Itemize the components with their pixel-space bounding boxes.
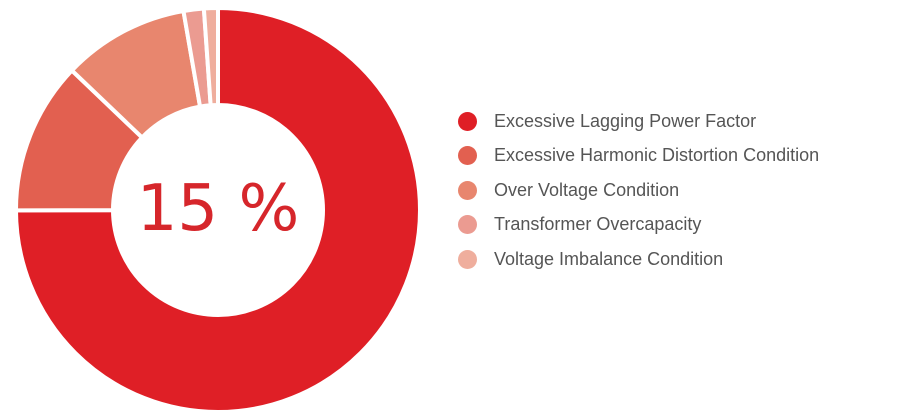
legend-dot-icon	[458, 146, 477, 166]
chart-legend: Excessive Lagging Power Factor Excessive…	[458, 104, 819, 277]
legend-item[interactable]: Transformer Overcapacity	[458, 208, 819, 243]
legend-label: Over Voltage Condition	[494, 179, 680, 200]
donut-chart: 15 %	[13, 5, 422, 413]
donut-slices	[13, 5, 422, 413]
slice-excessive-lagging-power-factor[interactable]	[13, 5, 422, 413]
legend-dot-icon	[458, 215, 477, 235]
center-percentage: 15 %	[137, 172, 300, 246]
legend-item[interactable]: Over Voltage Condition	[458, 173, 819, 208]
legend-label: Excessive Lagging Power Factor	[494, 110, 757, 131]
legend-dot-icon	[458, 111, 477, 131]
legend-item[interactable]: Excessive Lagging Power Factor	[458, 104, 819, 139]
legend-item[interactable]: Voltage Imbalance Condition	[458, 242, 819, 277]
legend-label: Excessive Harmonic Distortion Condition	[494, 145, 820, 166]
slice-voltage-imbalance[interactable]	[201, 5, 220, 108]
legend-dot-icon	[458, 180, 477, 200]
legend-label: Transformer Overcapacity	[494, 214, 702, 235]
legend-label: Voltage Imbalance Condition	[494, 248, 724, 269]
legend-dot-icon	[458, 249, 477, 269]
legend-item[interactable]: Excessive Harmonic Distortion Condition	[458, 139, 819, 174]
